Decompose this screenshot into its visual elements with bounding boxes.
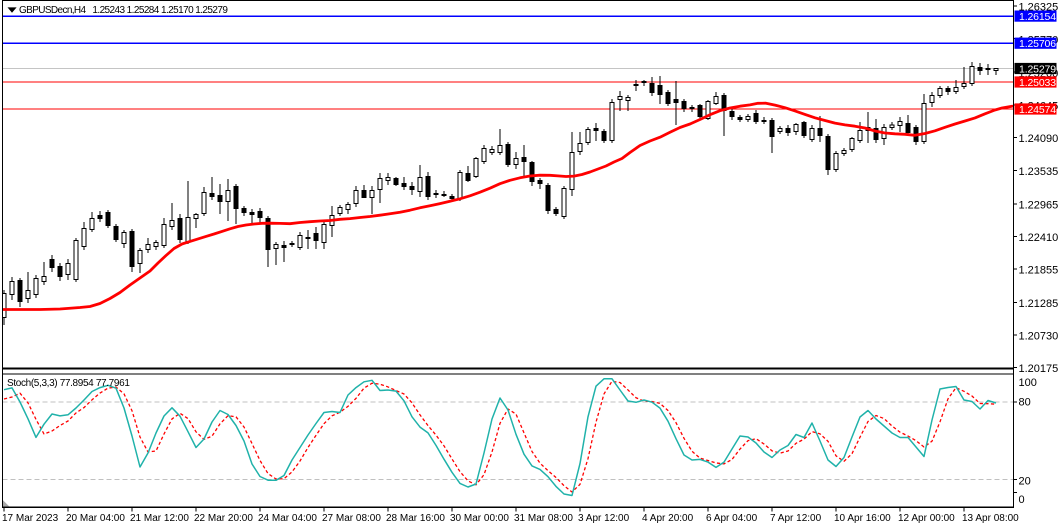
svg-text:1.26154: 1.26154 [1019,11,1056,23]
svg-text:Stoch(5,3,3) 77.8954 77.7961: Stoch(5,3,3) 77.8954 77.7961 [7,378,130,389]
svg-text:31 Mar 08:00: 31 Mar 08:00 [514,513,573,524]
svg-text:1.23535: 1.23535 [1019,166,1059,178]
svg-text:24 Mar 04:00: 24 Mar 04:00 [258,513,317,524]
svg-text:1.25279: 1.25279 [1019,63,1056,75]
svg-text:27 Mar 08:00: 27 Mar 08:00 [322,513,381,524]
svg-text:100: 100 [1019,377,1037,389]
svg-text:28 Mar 16:00: 28 Mar 16:00 [386,513,445,524]
svg-text:1.20175: 1.20175 [1019,363,1059,375]
svg-text:6 Apr 04:00: 6 Apr 04:00 [706,513,758,524]
svg-text:0: 0 [1019,494,1025,506]
svg-text:10 Apr 16:00: 10 Apr 16:00 [834,513,891,524]
svg-text:1.20730: 1.20730 [1019,331,1059,343]
svg-text:3 Apr 12:00: 3 Apr 12:00 [578,513,630,524]
svg-text:1.21855: 1.21855 [1019,265,1059,277]
svg-text:21 Mar 12:00: 21 Mar 12:00 [130,513,189,524]
svg-text:1.25706: 1.25706 [1019,38,1056,50]
svg-text:80: 80 [1019,397,1031,409]
svg-text:20 Mar 04:00: 20 Mar 04:00 [66,513,125,524]
svg-text:1.25243 1.25284 1.25170 1.2527: 1.25243 1.25284 1.25170 1.25279 [92,5,228,16]
svg-text:20: 20 [1019,475,1031,487]
svg-text:1.21285: 1.21285 [1019,298,1059,310]
svg-text:4 Apr 20:00: 4 Apr 20:00 [642,513,694,524]
svg-text:1.24574: 1.24574 [1019,104,1056,116]
svg-text:1.24090: 1.24090 [1019,133,1059,145]
svg-text:22 Mar 20:00: 22 Mar 20:00 [194,513,253,524]
svg-text:12 Apr 00:00: 12 Apr 00:00 [898,513,955,524]
svg-text:GBPUSDecn,H4: GBPUSDecn,H4 [19,5,87,16]
svg-text:17 Mar 2023: 17 Mar 2023 [2,513,59,524]
svg-text:1.25033: 1.25033 [1019,77,1056,89]
svg-text:30 Mar 00:00: 30 Mar 00:00 [450,513,509,524]
svg-text:1.22965: 1.22965 [1019,200,1059,212]
svg-text:1.22410: 1.22410 [1019,232,1059,244]
svg-text:13 Apr 08:00: 13 Apr 08:00 [962,513,1019,524]
svg-text:7 Apr 12:00: 7 Apr 12:00 [770,513,822,524]
